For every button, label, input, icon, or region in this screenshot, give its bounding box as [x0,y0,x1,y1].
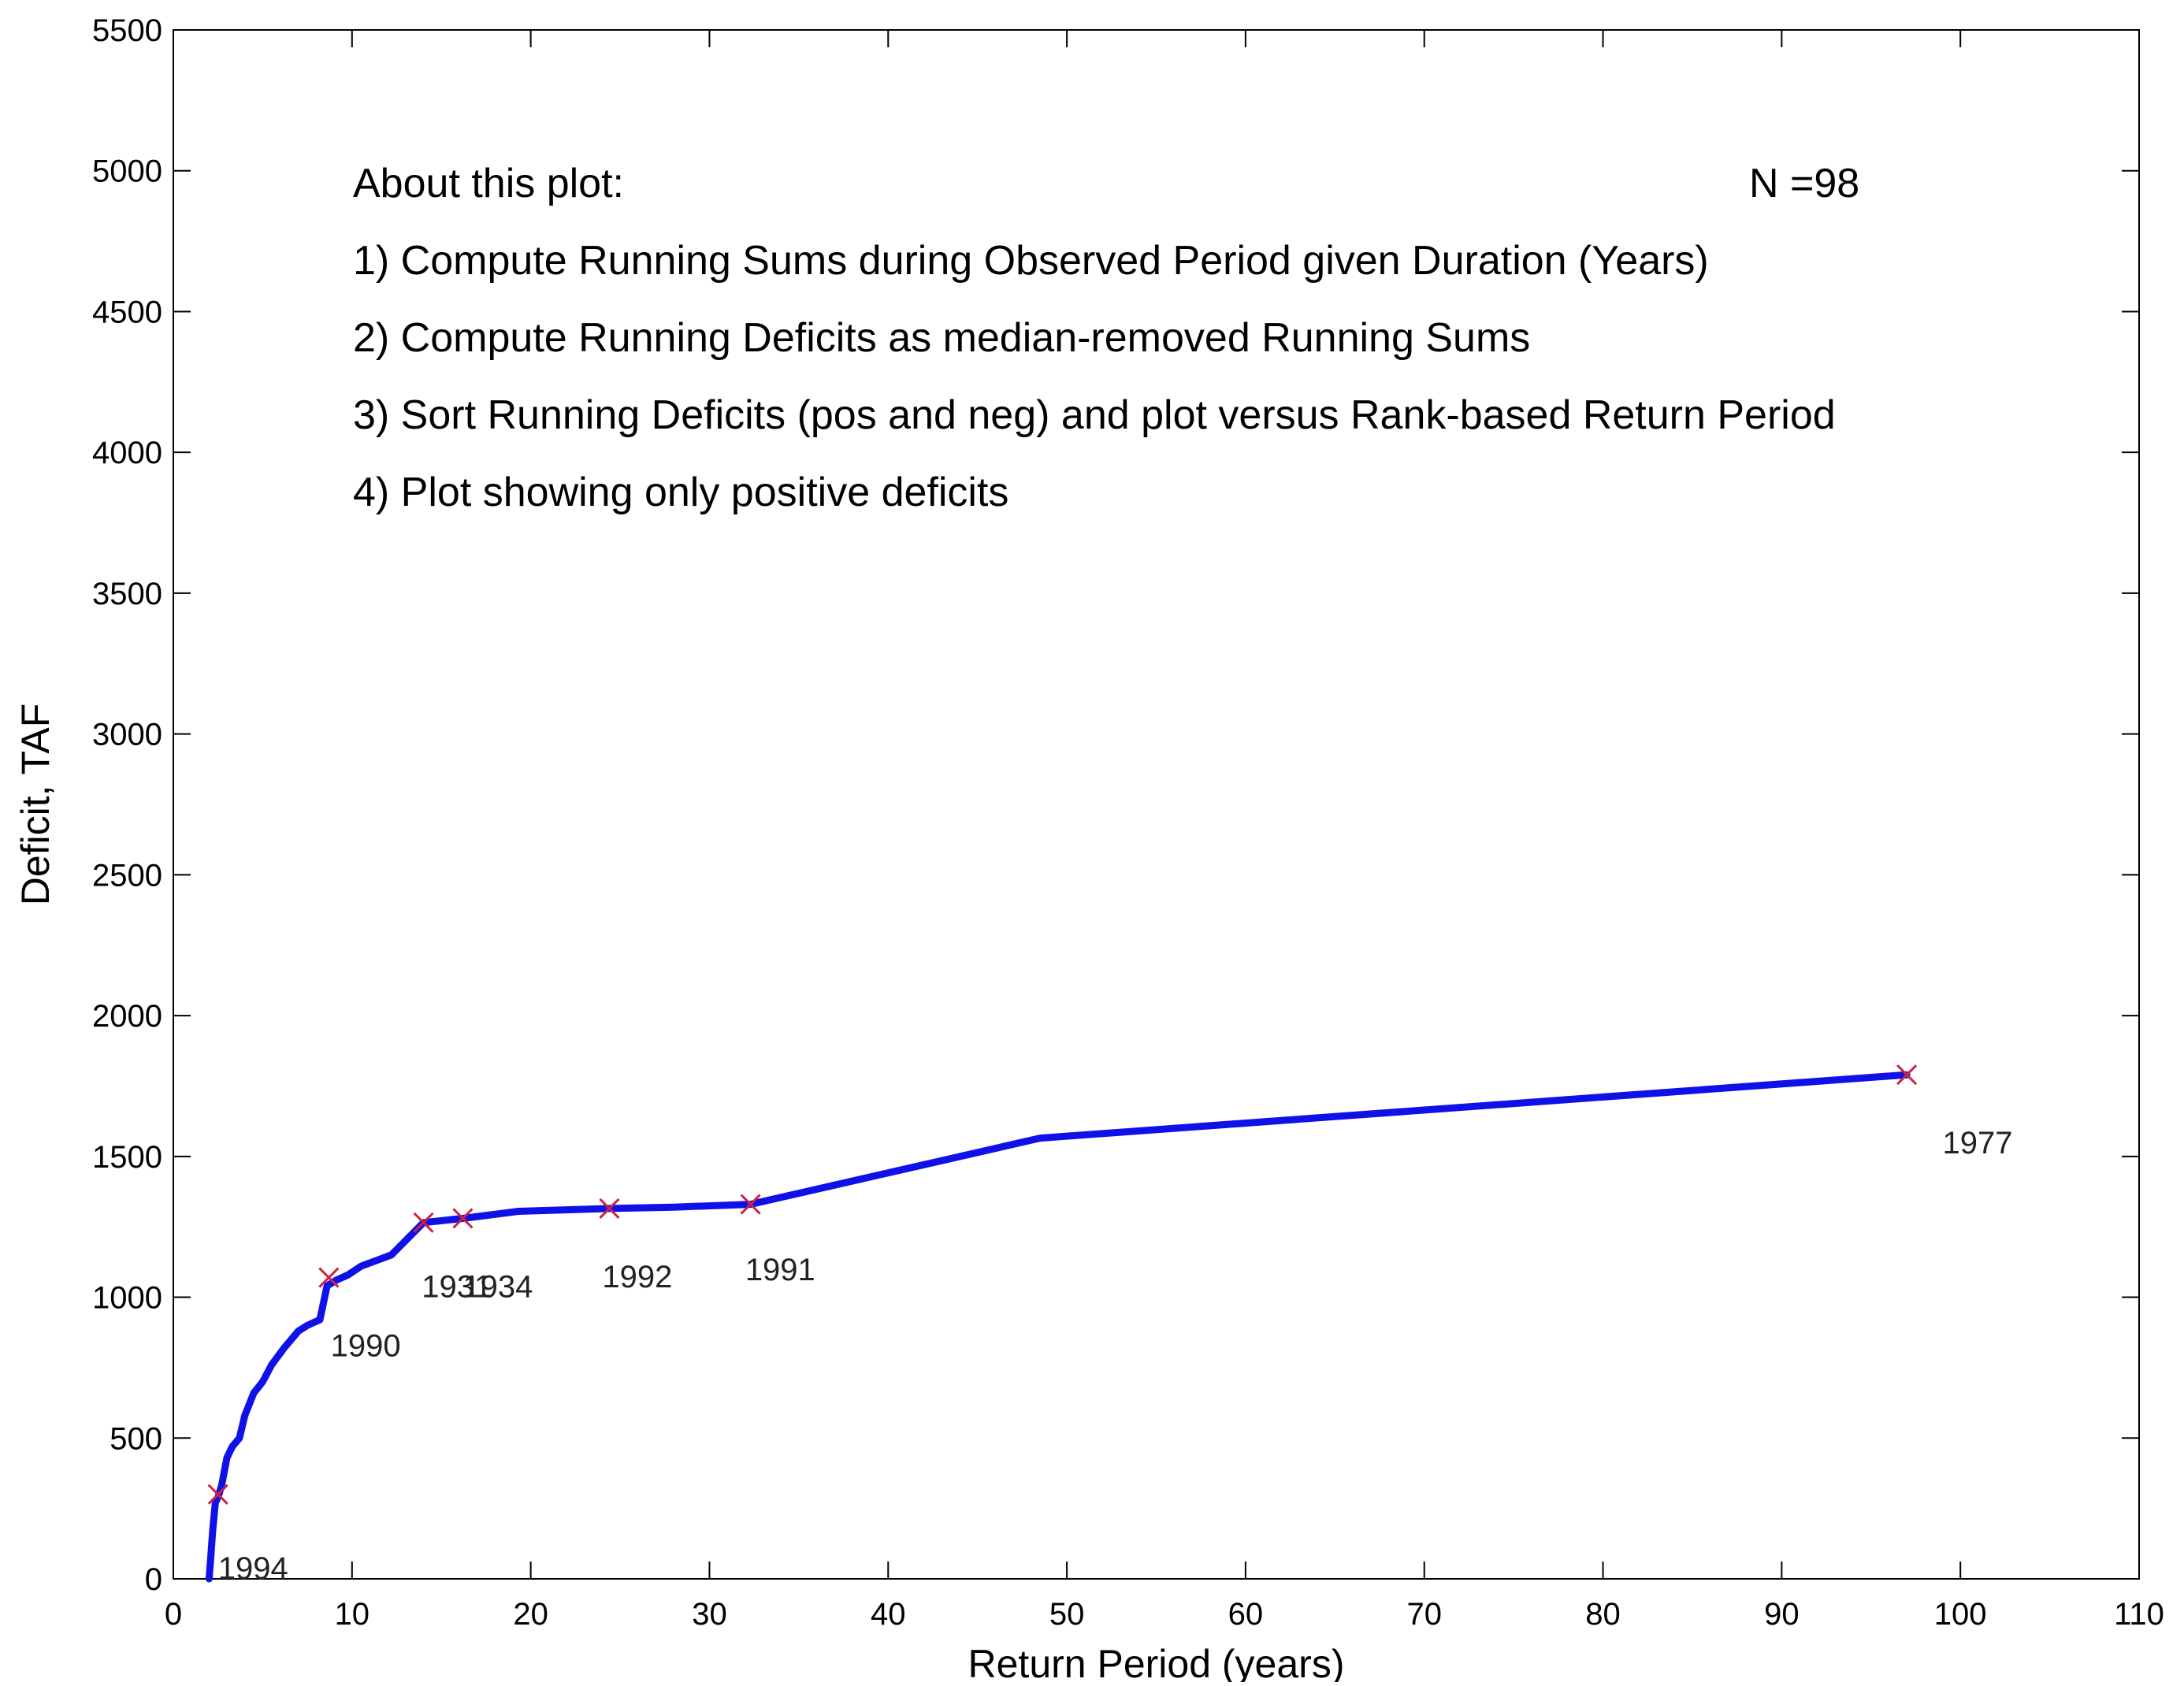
x-tick-label: 100 [1934,1597,1987,1632]
x-tick-label: 50 [1049,1597,1085,1632]
x-tick-label: 10 [335,1597,370,1632]
point-label: 1991 [745,1253,815,1287]
y-tick-label: 1500 [92,1140,162,1175]
annotation-heading: About this plot: [353,161,624,206]
data-point-marker [413,1212,434,1233]
x-tick-label: 30 [692,1597,727,1632]
y-tick-label: 500 [110,1421,162,1456]
y-tick-label: 4500 [92,295,162,329]
series-group [205,1071,1911,1583]
annotation-line: 2) Compute Running Deficits as median-re… [353,315,1530,361]
marker-stroke [318,1267,340,1288]
y-tick-label: 5000 [92,154,162,189]
point-label: 1990 [331,1329,401,1364]
data-point-marker [740,1194,761,1215]
y-tick-label: 4000 [92,436,162,470]
x-tick-label: 110 [2114,1597,2164,1632]
x-tick-label: 90 [1764,1597,1800,1632]
series-line [205,1071,1911,1583]
x-tick-label: 80 [1585,1597,1621,1632]
y-tick-label: 0 [145,1562,162,1597]
annotation-group: About this plot: N =98 1) Compute Running … [353,161,1859,515]
point-label: 1934 [462,1270,533,1305]
y-tick-label: 3500 [92,577,162,611]
marker-stroke [599,1198,620,1220]
x-tick-label: 60 [1228,1597,1264,1632]
annotation-line: 4) Plot showing only positive deficits [353,470,1008,515]
point-label: 1992 [602,1260,672,1294]
data-point-marker [599,1198,620,1220]
annotation-line: 3) Sort Running Deficits (pos and neg) a… [353,392,1836,438]
point-label: 1977 [1943,1126,2013,1161]
x-tick-label: 20 [513,1597,548,1632]
data-point-marker [452,1208,474,1229]
x-axis-label: Return Period (years) [968,1642,1345,1682]
y-axis-label: Deficit, TAF [13,704,58,906]
markers-group [207,1064,1918,1505]
point-label: 1994 [218,1551,288,1586]
data-point-marker [1896,1064,1918,1086]
point-label: 1931 [422,1270,492,1305]
marker-stroke [740,1194,761,1215]
y-tick-label: 1000 [92,1281,162,1316]
marker-stroke [207,1484,228,1505]
annotation-line: 1) Compute Running Sums during Observed … [353,238,1709,284]
x-tick-label: 0 [165,1597,182,1632]
marker-stroke [1896,1064,1918,1086]
x-tick-label: 70 [1406,1597,1442,1632]
marker-stroke [452,1208,474,1229]
annotation-n: N =98 [1749,161,1859,206]
marker-stroke [413,1212,434,1233]
data-point-marker [318,1267,340,1288]
y-tick-label: 5500 [92,13,162,48]
y-tick-label: 2500 [92,858,162,893]
axes: 0 10 20 30 40 50 60 70 80 90 100 110 0 500 1000 1500 200… [13,13,2164,1686]
plot-frame [173,29,2140,1580]
y-tick-label: 2000 [92,999,162,1034]
y-tick-label: 3000 [92,718,162,752]
x-tick-label: 40 [871,1597,906,1632]
data-point-marker [207,1484,228,1505]
